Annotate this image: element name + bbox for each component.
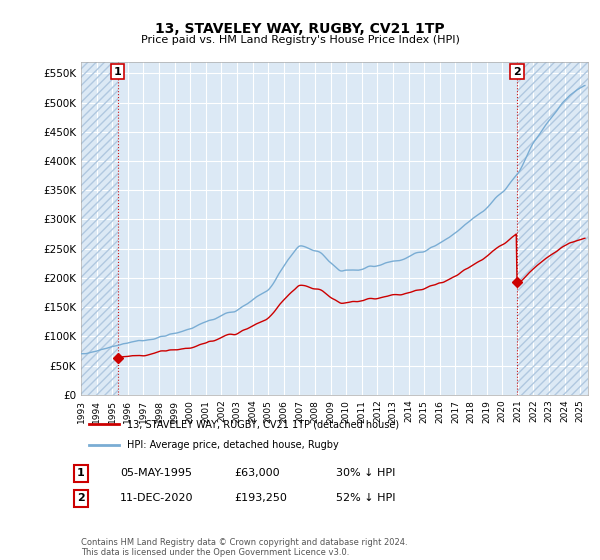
Text: HPI: Average price, detached house, Rugby: HPI: Average price, detached house, Rugb… xyxy=(127,440,339,450)
Text: 05-MAY-1995: 05-MAY-1995 xyxy=(120,468,192,478)
Text: 30% ↓ HPI: 30% ↓ HPI xyxy=(336,468,395,478)
Text: Contains HM Land Registry data © Crown copyright and database right 2024.
This d: Contains HM Land Registry data © Crown c… xyxy=(81,538,407,557)
Text: 13, STAVELEY WAY, RUGBY, CV21 1TP: 13, STAVELEY WAY, RUGBY, CV21 1TP xyxy=(155,22,445,36)
Text: £193,250: £193,250 xyxy=(234,493,287,503)
Text: 1: 1 xyxy=(114,67,122,77)
Text: Price paid vs. HM Land Registry's House Price Index (HPI): Price paid vs. HM Land Registry's House … xyxy=(140,35,460,45)
Text: 2: 2 xyxy=(77,493,85,503)
Text: 13, STAVELEY WAY, RUGBY, CV21 1TP (detached house): 13, STAVELEY WAY, RUGBY, CV21 1TP (detac… xyxy=(127,419,400,429)
Bar xyxy=(81,62,118,395)
Text: £63,000: £63,000 xyxy=(234,468,280,478)
Text: 11-DEC-2020: 11-DEC-2020 xyxy=(120,493,193,503)
Text: 1: 1 xyxy=(77,468,85,478)
Text: 2: 2 xyxy=(513,67,521,77)
Text: 52% ↓ HPI: 52% ↓ HPI xyxy=(336,493,395,503)
Bar xyxy=(517,62,588,395)
